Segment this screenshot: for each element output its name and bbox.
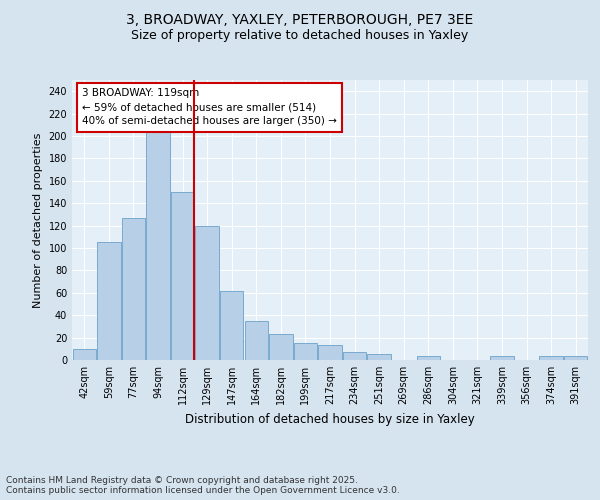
Text: 3, BROADWAY, YAXLEY, PETERBOROUGH, PE7 3EE: 3, BROADWAY, YAXLEY, PETERBOROUGH, PE7 3… [127,12,473,26]
Bar [196,226,219,360]
X-axis label: Distribution of detached houses by size in Yaxley: Distribution of detached houses by size … [185,412,475,426]
Bar [122,218,145,360]
Bar [319,346,341,360]
Bar [97,242,121,360]
Bar [146,119,170,360]
Bar [564,356,587,360]
Bar [490,356,514,360]
Text: Contains HM Land Registry data © Crown copyright and database right 2025.
Contai: Contains HM Land Registry data © Crown c… [6,476,400,495]
Bar [294,343,317,360]
Bar [269,334,293,360]
Text: 3 BROADWAY: 119sqm
← 59% of detached houses are smaller (514)
40% of semi-detach: 3 BROADWAY: 119sqm ← 59% of detached hou… [82,88,337,126]
Text: Size of property relative to detached houses in Yaxley: Size of property relative to detached ho… [131,29,469,42]
Bar [343,352,366,360]
Bar [171,192,194,360]
Bar [416,356,440,360]
Bar [245,321,268,360]
Y-axis label: Number of detached properties: Number of detached properties [33,132,43,308]
Bar [539,356,563,360]
Bar [220,290,244,360]
Bar [367,354,391,360]
Bar [73,349,96,360]
